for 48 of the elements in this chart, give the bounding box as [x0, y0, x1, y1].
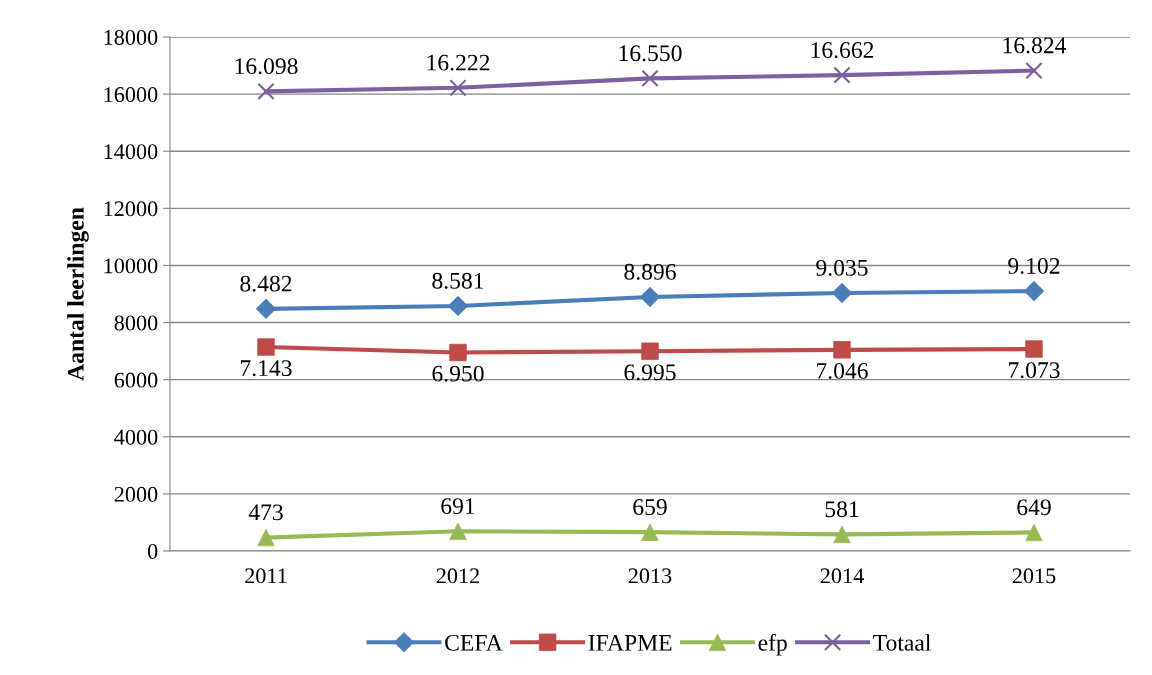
- point: [449, 79, 467, 97]
- data-label: 7.073: [1008, 362, 1060, 379]
- data-label: 7.046: [816, 362, 868, 379]
- data-label: 16.098: [235, 58, 298, 75]
- x-tick-label: 2012: [436, 568, 479, 584]
- data-label: 16.222: [427, 54, 490, 71]
- data-label: 9.102: [1008, 257, 1060, 274]
- data-label: 659: [633, 499, 667, 515]
- y-axis-title: Aantal leerlingen: [67, 207, 89, 381]
- y-tick-label: 14000: [104, 144, 158, 160]
- point: [1025, 61, 1043, 80]
- x-tick-label: 2015: [1012, 568, 1056, 584]
- point: [449, 522, 467, 540]
- y-tick-label: 10000: [104, 258, 158, 274]
- data-label: 691: [441, 498, 475, 515]
- y-tick-label: 2000: [114, 486, 158, 502]
- data-label: 6.995: [624, 364, 676, 381]
- y-tick-label: 4000: [114, 429, 158, 445]
- y-tick-label: 0: [147, 543, 158, 559]
- x-tick-label: 2013: [628, 568, 672, 584]
- data-label: 649: [1017, 499, 1051, 516]
- point: [257, 528, 275, 547]
- data-label: 7.143: [240, 360, 292, 377]
- legend-label: efp: [758, 633, 787, 656]
- data-label: 8.896: [624, 263, 676, 280]
- data-label: 9.035: [816, 259, 868, 276]
- x-tick-label: 2014: [820, 568, 864, 584]
- point: [641, 523, 659, 541]
- x-tick-label: 2011: [245, 568, 287, 584]
- legend-label: Totaal: [873, 634, 931, 651]
- data-label: 8.482: [240, 275, 292, 292]
- data-label: 16.824: [1003, 37, 1067, 54]
- y-tick-label: 6000: [114, 372, 158, 388]
- point: [833, 66, 851, 84]
- data-label: 6.950: [432, 365, 484, 382]
- y-tick-label: 12000: [104, 201, 158, 217]
- data-label: 473: [248, 504, 283, 521]
- data-label: 581: [825, 501, 859, 518]
- data-label: 8.581: [432, 272, 484, 289]
- point: [641, 69, 659, 88]
- y-tick-label: 8000: [114, 315, 158, 331]
- point: [257, 82, 275, 100]
- y-tick-label: 16000: [104, 87, 158, 103]
- data-label: 16.550: [619, 45, 682, 62]
- y-tick-label: 18000: [104, 29, 158, 45]
- legend-label: IFAPME: [588, 634, 672, 651]
- data-label: 16.662: [811, 42, 874, 59]
- legend-label: CEFA: [445, 634, 503, 651]
